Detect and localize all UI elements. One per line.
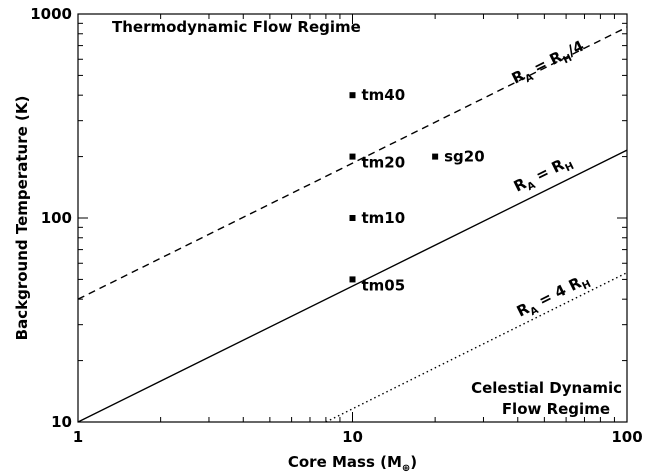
point-label: tm20: [362, 154, 406, 172]
x-axis-label: Core Mass (M⊕): [288, 453, 417, 474]
point: [349, 215, 356, 221]
region-label: Thermodynamic Flow Regime: [112, 18, 361, 36]
region-label: Flow Regime: [502, 400, 610, 418]
y-axis-label: Background Temperature (K): [13, 96, 31, 341]
point-label: tm05: [362, 276, 406, 294]
line-label-part: = R: [526, 47, 565, 79]
point: [349, 276, 356, 283]
point-label: tm40: [362, 86, 406, 104]
point-label: tm10: [362, 209, 406, 227]
y-tick-label: 1000: [30, 5, 72, 23]
line-label-part: = 4 R: [531, 273, 584, 312]
line-label: RA = 4 RH: [514, 270, 593, 323]
x-axis-label-part: ): [410, 453, 417, 471]
point-label: sg20: [444, 148, 485, 166]
point: [349, 153, 356, 160]
point: [432, 153, 439, 160]
x-tick-label: 100: [611, 428, 642, 446]
x-axis-label-part: ⊕: [402, 463, 410, 474]
x-tick-label: 10: [342, 428, 363, 446]
x-axis-label-part: Core Mass (M: [288, 453, 402, 471]
point: [349, 92, 356, 99]
line-label-part: /4: [565, 37, 587, 60]
model-line: [77, 26, 628, 300]
y-tick-label: 10: [51, 413, 72, 431]
y-tick-label: 100: [41, 209, 72, 227]
line-label: RA = RH/4: [509, 37, 588, 91]
x-tick-label: 1: [73, 428, 83, 446]
model-line: [325, 271, 628, 423]
model-line: [77, 149, 628, 423]
region-label: Celestial Dynamic: [471, 379, 622, 397]
